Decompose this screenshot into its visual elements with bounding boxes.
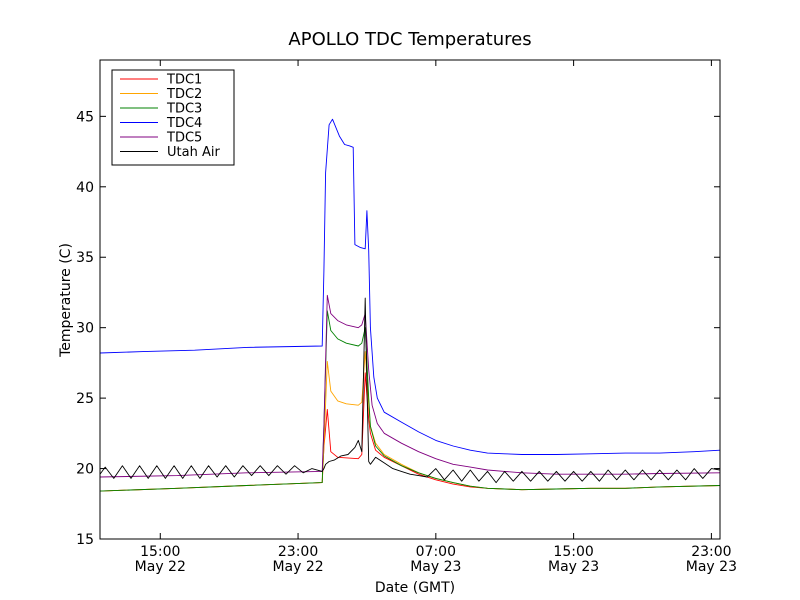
x-tick-label-time: 15:00 [553, 544, 593, 560]
legend-label-tdc1: TDC1 [166, 73, 202, 88]
legend-label-utah-air: Utah Air [167, 145, 220, 160]
y-tick-label: 45 [76, 109, 94, 125]
x-tick-label-time: 15:00 [140, 544, 180, 560]
legend-label-tdc4: TDC4 [166, 116, 202, 131]
y-axis-label: Temperature (C) [58, 243, 74, 358]
y-tick-label: 30 [76, 321, 94, 337]
series-line-tdc4 [100, 118, 720, 455]
x-axis-label: Date (GMT) [375, 580, 455, 596]
legend-label-tdc3: TDC3 [166, 102, 202, 117]
y-tick-label: 40 [76, 180, 94, 196]
x-tick-label-date: May 22 [272, 559, 323, 575]
x-tick-label-time: 23:00 [691, 544, 731, 560]
legend-label-tdc5: TDC5 [166, 131, 202, 146]
y-tick-label: 25 [76, 391, 94, 407]
x-tick-label-date: May 23 [686, 559, 737, 575]
legend-box [111, 69, 235, 166]
x-tick-label-date: May 23 [548, 559, 599, 575]
x-tick-label-date: May 22 [135, 559, 186, 575]
legend-label-tdc2: TDC2 [166, 87, 202, 102]
y-tick-label: 20 [76, 462, 94, 478]
series-line-tdc5 [100, 294, 720, 478]
x-tick-label-date: May 23 [410, 559, 461, 575]
plot-frame [99, 59, 721, 540]
series-line-utah-air [100, 297, 720, 484]
chart-title: APOLLO TDC Temperatures [288, 29, 531, 50]
y-tick-label: 35 [76, 250, 94, 266]
y-tick-label: 15 [76, 532, 94, 548]
series-layer [100, 118, 720, 492]
x-tick-label-time: 23:00 [278, 544, 318, 560]
x-tick-label-time: 07:00 [416, 544, 456, 560]
